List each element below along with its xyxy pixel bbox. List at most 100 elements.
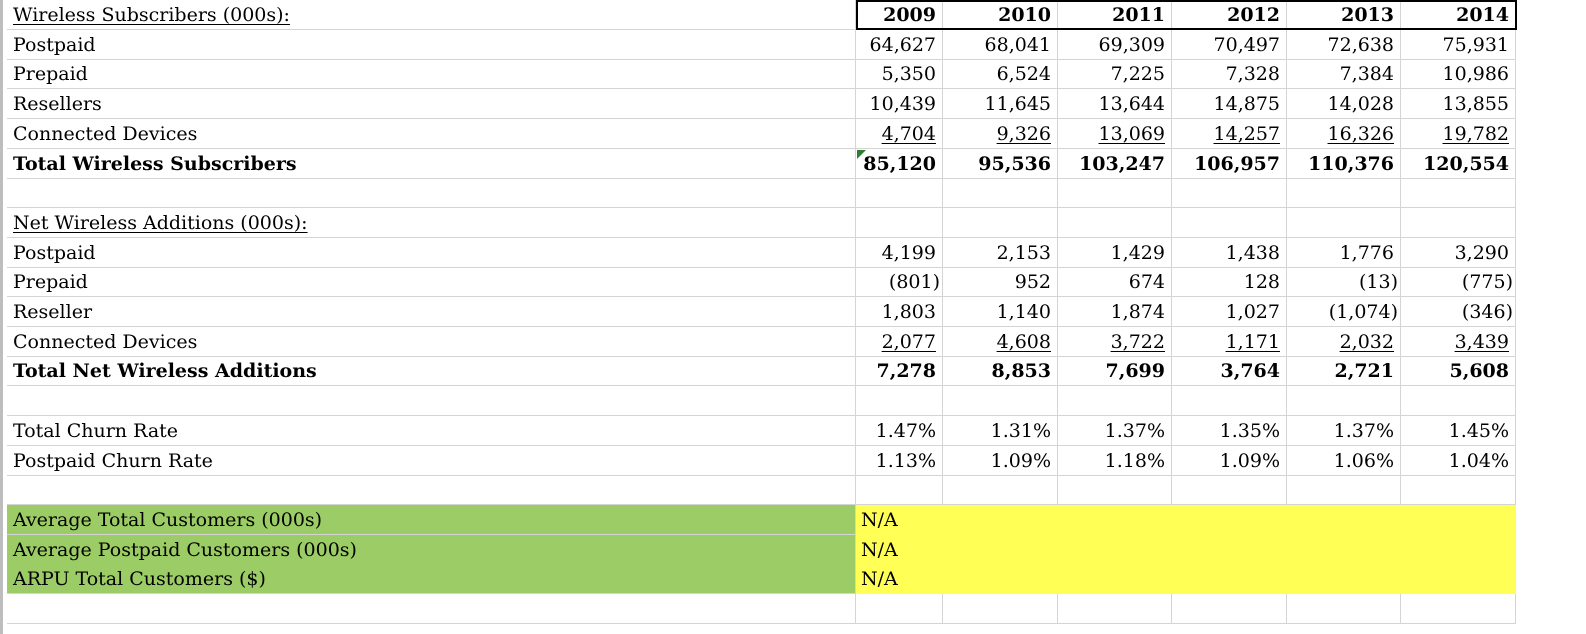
input-value-cell[interactable]: N/A [856,564,1516,595]
value-cell[interactable]: 1.04% [1401,445,1516,476]
row-label[interactable]: Reseller [7,297,856,327]
value-cell[interactable]: (775) [1401,267,1516,298]
empty-cell[interactable] [1058,207,1172,238]
empty-cell[interactable] [1172,207,1287,238]
value-cell[interactable]: 1.45% [1401,415,1516,446]
value-cell[interactable]: 1.06% [1287,445,1401,476]
row-label[interactable]: Total Wireless Subscribers [7,148,856,179]
empty-cell[interactable] [1401,386,1516,417]
value-cell[interactable]: 2,032 [1287,326,1401,357]
empty-cell[interactable] [1172,386,1287,417]
value-cell[interactable]: 1.31% [943,415,1058,446]
row-label[interactable]: Postpaid [7,29,856,60]
year-header-2009[interactable]: 2009 [856,0,943,30]
blank-row-cell[interactable] [7,386,856,417]
row-label[interactable]: Net Wireless Additions (000s): [7,207,856,238]
value-cell[interactable]: 7,384 [1287,59,1401,90]
empty-cell[interactable] [1287,386,1401,417]
row-label[interactable]: Prepaid [7,59,856,90]
value-cell[interactable]: 1,140 [943,297,1058,327]
row-label[interactable]: Connected Devices [7,118,856,149]
value-cell[interactable]: 16,326 [1287,118,1401,149]
value-cell[interactable]: 1,803 [856,297,943,327]
value-cell[interactable]: 5,608 [1401,356,1516,387]
value-cell[interactable]: (801) [856,267,943,298]
value-cell[interactable]: 95,536 [943,148,1058,179]
value-cell[interactable]: (1,074) [1287,297,1401,327]
empty-cell[interactable] [1058,594,1172,624]
value-cell[interactable]: 10,986 [1401,59,1516,90]
value-cell[interactable]: 14,875 [1172,89,1287,120]
value-cell[interactable]: 85,120 [856,148,943,179]
error-indicator-icon[interactable] [857,149,866,159]
value-cell[interactable]: 674 [1058,267,1172,298]
value-cell[interactable]: 75,931 [1401,29,1516,60]
value-cell[interactable]: 110,376 [1287,148,1401,179]
value-cell[interactable]: 72,638 [1287,29,1401,60]
value-cell[interactable]: 7,328 [1172,59,1287,90]
value-cell[interactable]: (13) [1287,267,1401,298]
value-cell[interactable]: 7,699 [1058,356,1172,387]
value-cell[interactable]: 1.37% [1287,415,1401,446]
empty-cell[interactable] [1287,475,1401,506]
value-cell[interactable]: 1,874 [1058,297,1172,327]
value-cell[interactable]: 128 [1172,267,1287,298]
row-label[interactable]: Total Churn Rate [7,415,856,446]
value-cell[interactable]: (346) [1401,297,1516,327]
value-cell[interactable]: 13,069 [1058,118,1172,149]
empty-cell[interactable] [1172,594,1287,624]
value-cell[interactable]: 1.09% [943,445,1058,476]
row-label[interactable]: ARPU Total Customers ($) [7,564,856,595]
value-cell[interactable]: 9,326 [943,118,1058,149]
value-cell[interactable]: 68,041 [943,29,1058,60]
empty-cell[interactable] [1401,207,1516,238]
value-cell[interactable]: 70,497 [1172,29,1287,60]
value-cell[interactable]: 103,247 [1058,148,1172,179]
row-label[interactable]: Average Postpaid Customers (000s) [7,534,856,565]
value-cell[interactable]: 1.18% [1058,445,1172,476]
row-label[interactable]: Average Total Customers (000s) [7,504,856,535]
row-label[interactable]: Resellers [7,89,856,120]
empty-cell[interactable] [856,178,943,209]
empty-cell[interactable] [943,178,1058,209]
empty-cell[interactable] [1401,475,1516,506]
value-cell[interactable]: 14,028 [1287,89,1401,120]
empty-cell[interactable] [1058,475,1172,506]
year-header-2013[interactable]: 2013 [1287,0,1401,30]
value-cell[interactable]: 5,350 [856,59,943,90]
value-cell[interactable]: 13,855 [1401,89,1516,120]
blank-row-cell[interactable] [7,475,856,506]
input-value-cell[interactable]: N/A [856,504,1516,535]
empty-cell[interactable] [1172,475,1287,506]
value-cell[interactable]: 3,439 [1401,326,1516,357]
row-label[interactable]: Total Net Wireless Additions [7,356,856,387]
value-cell[interactable]: 1.35% [1172,415,1287,446]
value-cell[interactable]: 7,278 [856,356,943,387]
empty-cell[interactable] [1172,178,1287,209]
empty-cell[interactable] [943,207,1058,238]
value-cell[interactable]: 1,027 [1172,297,1287,327]
row-label[interactable]: Postpaid [7,237,856,268]
empty-cell[interactable] [943,594,1058,624]
empty-cell[interactable] [943,475,1058,506]
year-header-2012[interactable]: 2012 [1172,0,1287,30]
value-cell[interactable]: 8,853 [943,356,1058,387]
value-cell[interactable]: 2,153 [943,237,1058,268]
value-cell[interactable]: 64,627 [856,29,943,60]
value-cell[interactable]: 19,782 [1401,118,1516,149]
empty-cell[interactable] [856,594,943,624]
value-cell[interactable]: 3,290 [1401,237,1516,268]
value-cell[interactable]: 13,644 [1058,89,1172,120]
empty-cell[interactable] [856,386,943,417]
empty-cell[interactable] [1287,594,1401,624]
value-cell[interactable]: 6,524 [943,59,1058,90]
empty-cell[interactable] [1401,594,1516,624]
value-cell[interactable]: 120,554 [1401,148,1516,179]
value-cell[interactable]: 1,171 [1172,326,1287,357]
year-header-2014[interactable]: 2014 [1401,0,1516,30]
year-header-2010[interactable]: 2010 [943,0,1058,30]
empty-cell[interactable] [1401,178,1516,209]
input-value-cell[interactable]: N/A [856,534,1516,565]
row-label[interactable]: Prepaid [7,267,856,298]
value-cell[interactable]: 4,199 [856,237,943,268]
